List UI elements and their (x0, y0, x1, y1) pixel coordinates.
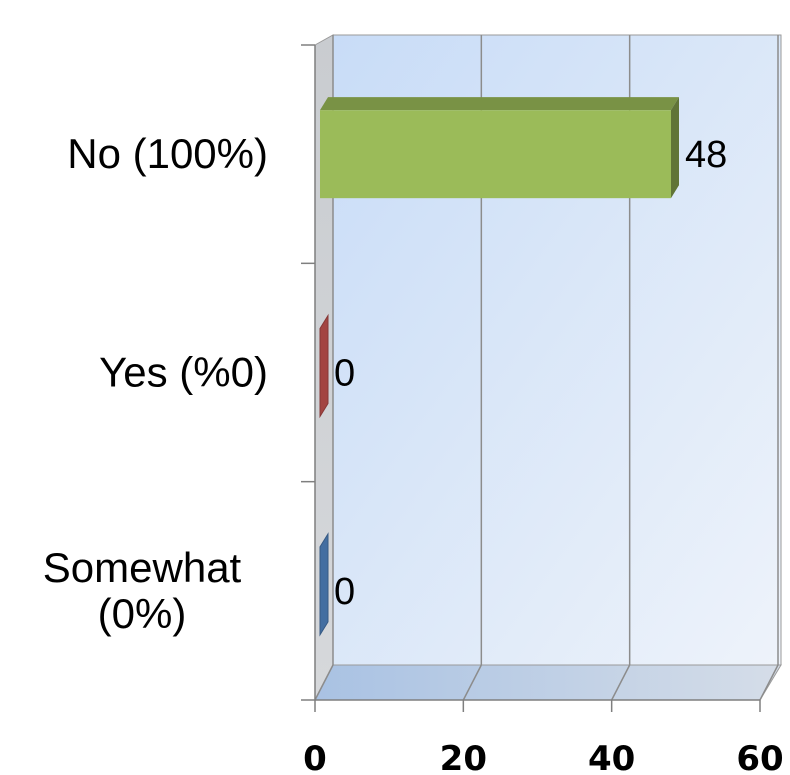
bar-zero-sliver (319, 532, 329, 637)
data-label: 0 (334, 353, 355, 395)
bar-side-face (671, 97, 679, 199)
bars (319, 97, 679, 637)
category-label-line: Somewhat (43, 544, 242, 591)
floor (314, 664, 782, 701)
bar-zero-sliver (319, 313, 329, 419)
x-tick-label: 40 (588, 739, 635, 775)
x-tick-label: 0 (303, 739, 327, 775)
category-label-line: (0%) (98, 590, 187, 637)
data-label: 0 (334, 571, 355, 613)
floor-gridline (610, 664, 631, 701)
category-label: No (100%) (67, 130, 268, 177)
bar-1 (320, 97, 679, 199)
data-label: 48 (685, 134, 727, 176)
x-tick-label: 20 (440, 739, 487, 775)
labels: 0 20 40 60 48 No (100%) 0 Yes (%0) 0 Somewhat (0%) (43, 130, 784, 775)
axes (301, 44, 761, 712)
floor-gridline (759, 664, 779, 701)
category-label-line: No (100%) (67, 130, 268, 177)
bar-3 (319, 532, 329, 637)
x-tick-label: 60 (736, 739, 783, 775)
category-label-line: Yes (%0) (99, 349, 268, 396)
category-label: Somewhat (0%) (43, 544, 242, 637)
bar-2 (319, 313, 329, 419)
bar-front-face (320, 110, 671, 199)
floor-gridline (314, 664, 334, 701)
bar-top-face (320, 97, 679, 111)
category-label: Yes (%0) (99, 349, 268, 396)
floor-gridline (462, 664, 483, 701)
